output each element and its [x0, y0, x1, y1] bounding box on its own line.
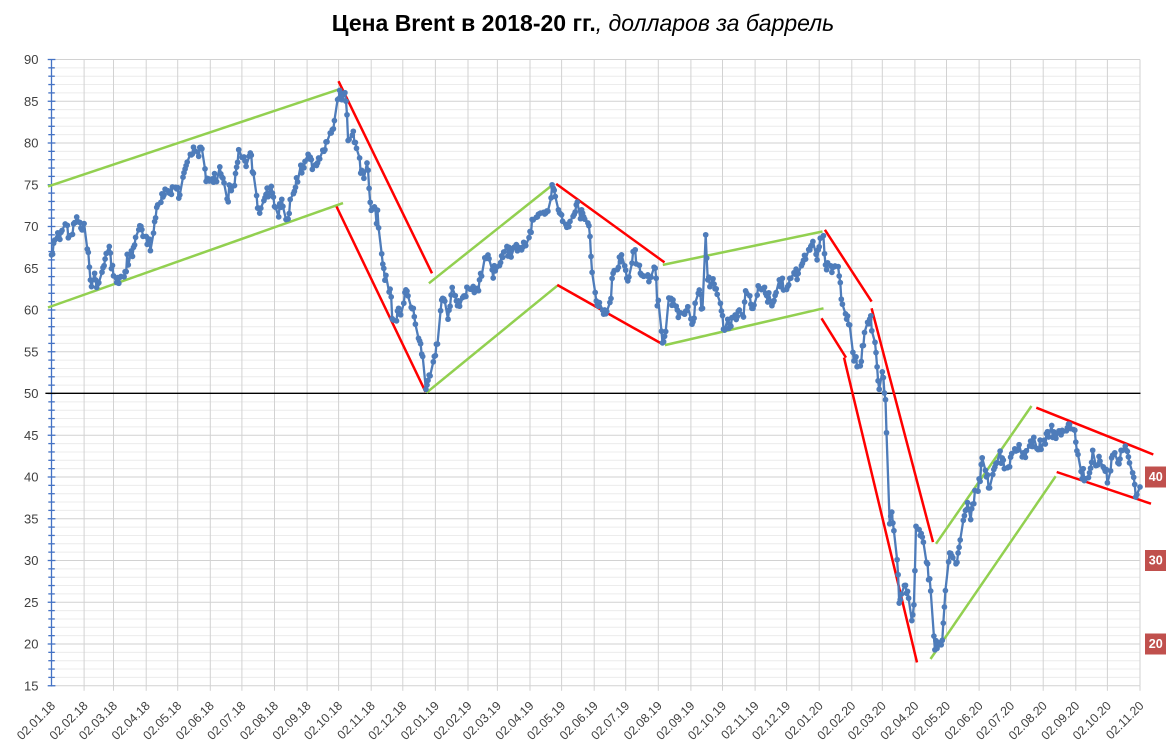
- svg-text:45: 45: [24, 428, 38, 443]
- svg-text:80: 80: [24, 136, 38, 151]
- svg-text:30: 30: [24, 553, 38, 568]
- svg-text:15: 15: [24, 679, 38, 694]
- svg-text:85: 85: [24, 94, 38, 109]
- svg-text:35: 35: [24, 512, 38, 527]
- svg-text:30: 30: [1149, 553, 1163, 567]
- svg-text:20: 20: [1149, 637, 1163, 651]
- svg-text:55: 55: [24, 344, 38, 359]
- svg-text:Цена Brent в 2018-20 гг., долл: Цена Brent в 2018-20 гг., долларов за ба…: [332, 10, 835, 36]
- svg-text:75: 75: [24, 177, 38, 192]
- svg-text:20: 20: [24, 637, 38, 652]
- svg-text:50: 50: [24, 386, 38, 401]
- svg-text:25: 25: [24, 595, 38, 610]
- svg-text:40: 40: [1149, 470, 1163, 484]
- svg-text:60: 60: [24, 303, 38, 318]
- svg-text:65: 65: [24, 261, 38, 276]
- svg-text:70: 70: [24, 219, 38, 234]
- svg-text:90: 90: [24, 52, 38, 67]
- svg-text:40: 40: [24, 470, 38, 485]
